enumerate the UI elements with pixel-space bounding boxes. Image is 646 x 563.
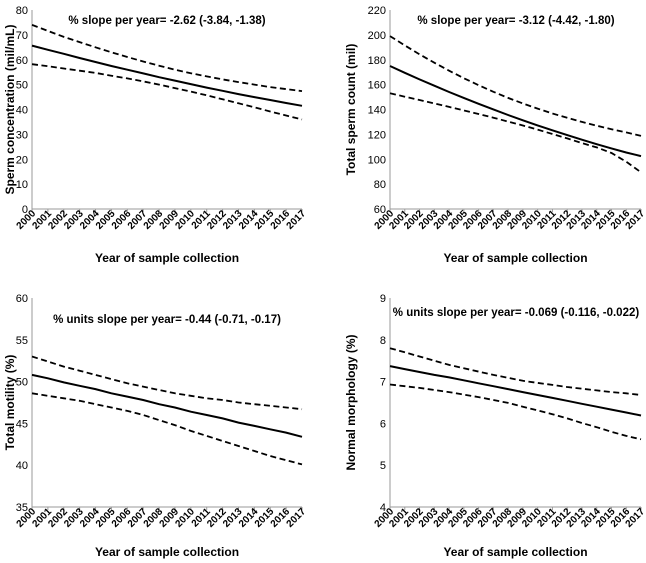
chart-2-upper-ci-line — [389, 35, 642, 137]
chart-4-trend-line — [389, 365, 642, 417]
chart-2-ytick-label: 160 — [368, 80, 386, 92]
chart-2-ytick-label: 60 — [374, 204, 386, 216]
chart-3-ytick-label: 50 — [16, 377, 28, 389]
chart-3-xtick-label: 2017 — [285, 506, 309, 530]
chart-2-slope-annotation: % slope per year= -3.12 (-4.42, -1.80) — [417, 15, 614, 27]
chart-1-lower-ci-line — [31, 63, 303, 121]
chart-1-ytick-label: 0 — [22, 204, 28, 216]
chart-2-trend-line — [389, 65, 642, 158]
chart-2-x-axis-label: Year of sample collection — [443, 251, 587, 265]
chart-4-x-axis-label: Year of sample collection — [443, 545, 587, 559]
chart-3-y-axis-label: Total motility (%) — [3, 355, 17, 451]
chart-2: 6080100120140160180200220200020012002200… — [344, 5, 646, 265]
chart-2-lower-ci-line — [389, 92, 642, 174]
chart-4-slope-annotation: % units slope per year= -0.069 (-0.116, … — [393, 307, 640, 319]
chart-4-ytick-label: 6 — [380, 418, 386, 430]
chart-3-ytick-label: 45 — [16, 418, 28, 430]
chart-2-ytick-label: 140 — [368, 105, 386, 117]
chart-2-ytick-label: 180 — [368, 55, 386, 67]
chart-1-ytick-label: 80 — [16, 5, 28, 17]
chart-1-trend-line — [31, 44, 303, 107]
chart-4-y-axis-label: Normal morphology (%) — [344, 334, 358, 470]
chart-1-ytick-label: 70 — [16, 30, 28, 42]
chart-2-ytick-label: 80 — [374, 179, 386, 191]
chart-1-ytick-label: 50 — [16, 80, 28, 92]
chart-4-upper-ci-line — [389, 347, 642, 396]
chart-1-xtick-label: 2017 — [285, 208, 309, 232]
chart-2-ytick-label: 120 — [368, 129, 386, 141]
chart-4-ytick-label: 5 — [380, 460, 386, 472]
chart-4: 4567892000200120022003200420052006200720… — [344, 293, 646, 559]
chart-4-lower-ci-line — [389, 383, 642, 441]
chart-4-ytick-label: 4 — [380, 502, 386, 514]
chart-1-ytick-label: 20 — [16, 154, 28, 166]
chart-2-ytick-label: 220 — [368, 5, 386, 17]
chart-3-slope-annotation: % units slope per year= -0.44 (-0.71, -0… — [53, 314, 281, 326]
chart-4-ytick-label: 7 — [380, 377, 386, 389]
chart-1: 0102030405060708020002001200220032004200… — [3, 5, 308, 265]
chart-1-slope-annotation: % slope per year= -2.62 (-3.84, -1.38) — [68, 15, 265, 27]
chart-1-y-axis-label: Sperm concentration (mil/mL) — [3, 24, 17, 194]
chart-2-ytick-label: 200 — [368, 30, 386, 42]
chart-1-ytick-label: 60 — [16, 55, 28, 67]
chart-1-x-axis-label: Year of sample collection — [95, 251, 239, 265]
chart-4-ytick-label: 9 — [380, 293, 386, 305]
chart-1-ytick-label: 40 — [16, 105, 28, 117]
chart-2-ytick-label: 100 — [368, 154, 386, 166]
chart-1-ytick-label: 10 — [16, 179, 28, 191]
chart-3: 3540455055602000200120022003200420052006… — [3, 293, 308, 559]
chart-3-ytick-label: 55 — [16, 335, 28, 347]
chart-3-ytick-label: 60 — [16, 293, 28, 305]
chart-3-ytick-label: 40 — [16, 460, 28, 472]
chart-3-x-axis-label: Year of sample collection — [95, 545, 239, 559]
chart-3-trend-line — [31, 373, 303, 438]
chart-2-y-axis-label: Total sperm count (mil) — [344, 44, 358, 176]
chart-1-ytick-label: 30 — [16, 129, 28, 141]
chart-3-lower-ci-line — [31, 392, 303, 466]
chart-3-ytick-label: 35 — [16, 502, 28, 514]
chart-4-ytick-label: 8 — [380, 335, 386, 347]
chart-1-upper-ci-line — [31, 24, 303, 92]
chart-3-upper-ci-line — [31, 355, 303, 411]
